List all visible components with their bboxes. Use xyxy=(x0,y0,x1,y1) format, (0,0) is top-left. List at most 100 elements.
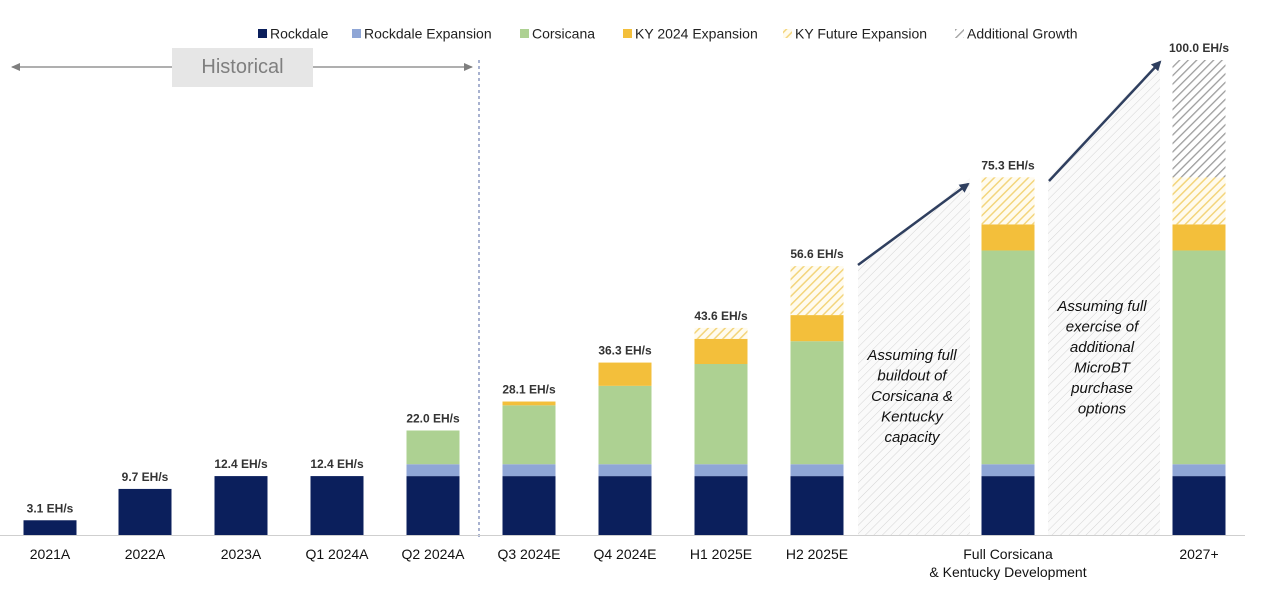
value-label: 43.6 EH/s xyxy=(694,309,748,323)
legend-swatch-rockdale_expansion xyxy=(352,29,361,38)
bar-segment-rockdale_expansion xyxy=(1172,464,1226,477)
value-label: 56.6 EH/s xyxy=(790,247,844,261)
value-labels: 3.1 EH/s 9.7 EH/s 12.4 EH/s 12.4 EH/s 22.0 E… xyxy=(27,41,1230,515)
bar-stack-5 xyxy=(502,401,556,535)
growth-arrow-1 xyxy=(857,182,970,267)
bar-stack-4 xyxy=(406,430,460,535)
bar-segment-corsicana xyxy=(1172,250,1226,465)
bar-segment-rockdale xyxy=(981,476,1035,535)
value-label: 22.0 EH/s xyxy=(406,412,460,426)
bar-segment-ky_future xyxy=(981,177,1035,225)
annotation-text-1: Assuming full xyxy=(866,347,957,364)
bar-segment-rockdale xyxy=(310,476,364,535)
bar-segment-rockdale xyxy=(694,476,748,535)
annotation-text-1: Corsicana & xyxy=(871,388,953,405)
x-axis: 2021A 2022A 2023A Q1 2024A Q2 2024A Q3 2024E Q… xyxy=(0,535,1245,580)
bar-segment-additional xyxy=(1172,60,1226,178)
legend-label-corsicana: Corsicana xyxy=(532,26,595,42)
x-tick-label: 2023A xyxy=(221,546,262,562)
bar-segment-corsicana xyxy=(406,430,460,465)
bar-segment-rockdale xyxy=(598,476,652,535)
legend-label-additional: Additional Growth xyxy=(967,26,1078,42)
legend-label-ky_future: KY Future Expansion xyxy=(795,26,927,42)
x-tick-label: Q1 2024A xyxy=(305,546,369,562)
value-label: 75.3 EH/s xyxy=(981,158,1035,172)
legend-swatch-ky_2024 xyxy=(623,29,632,38)
annotation-text-2: additional xyxy=(1070,339,1135,356)
growth-band-1 xyxy=(858,178,970,535)
legend-swatch-additional xyxy=(955,29,964,38)
value-label: 12.4 EH/s xyxy=(214,457,268,471)
bar-segment-corsicana xyxy=(694,364,748,465)
bar-segment-rockdale_expansion xyxy=(790,464,844,477)
annotation-text-2: exercise of xyxy=(1066,319,1140,336)
historical-label: Historical xyxy=(201,56,283,78)
bar-segment-rockdale xyxy=(406,476,460,535)
annotation-text-2: options xyxy=(1078,401,1127,418)
bar-segment-ky_2024 xyxy=(598,362,652,386)
historical-marker: Historical xyxy=(11,48,480,538)
bar-segment-rockdale xyxy=(1172,476,1226,535)
annotations: Assuming full buildout of Corsicana & Kentu… xyxy=(857,60,1162,446)
x-tick-label: 2027+ xyxy=(1179,546,1218,562)
bar-segment-ky_future xyxy=(790,266,844,316)
legend-swatch-corsicana xyxy=(520,29,529,38)
bar-segment-ky_2024 xyxy=(694,338,748,364)
x-tick-label: Q2 2024A xyxy=(401,546,465,562)
bar-stack-2 xyxy=(214,476,268,535)
value-label: 12.4 EH/s xyxy=(310,457,364,471)
value-label: 100.0 EH/s xyxy=(1169,41,1229,55)
bar-segment-ky_2024 xyxy=(502,401,556,406)
legend: Rockdale Rockdale Expansion Corsicana KY 20… xyxy=(258,26,1078,42)
historical-box xyxy=(172,48,313,87)
annotation-text-1: buildout of xyxy=(877,368,948,385)
bar-stack-7 xyxy=(694,327,748,535)
bar-stack-10 xyxy=(1172,60,1226,535)
annotation-text-2: purchase xyxy=(1070,380,1133,397)
legend-swatch-ky_future xyxy=(783,29,792,38)
bar-segment-corsicana xyxy=(598,385,652,465)
growth-arrow-2 xyxy=(1048,60,1162,182)
bar-stack-6 xyxy=(598,362,652,535)
x-tick-label: Full Corsicana xyxy=(963,546,1053,562)
bar-segment-corsicana xyxy=(981,250,1035,465)
x-tick-label: 2022A xyxy=(125,546,166,562)
bar-segment-rockdale_expansion xyxy=(981,464,1035,477)
annotation-text-2: Assuming full xyxy=(1056,298,1147,315)
value-label: 36.3 EH/s xyxy=(598,344,652,358)
bar-segment-ky_2024 xyxy=(790,315,844,342)
bar-segment-rockdale_expansion xyxy=(502,464,556,477)
legend-label-rockdale: Rockdale xyxy=(270,26,329,42)
bar-segment-rockdale_expansion xyxy=(406,464,460,477)
bar-segment-corsicana xyxy=(502,405,556,465)
x-tick-label: 2021A xyxy=(30,546,71,562)
x-tick-label: Q3 2024E xyxy=(497,546,560,562)
bar-segment-ky_future xyxy=(1172,177,1226,225)
legend-label-rockdale_expansion: Rockdale Expansion xyxy=(364,26,492,42)
legend-label-ky_2024: KY 2024 Expansion xyxy=(635,26,758,42)
bar-segment-rockdale xyxy=(214,476,268,535)
x-tick-label: H2 2025E xyxy=(786,546,848,562)
x-tick-label: H1 2025E xyxy=(690,546,752,562)
bar-segment-ky_future xyxy=(694,327,748,339)
bar-segment-corsicana xyxy=(790,341,844,465)
bars xyxy=(23,60,1226,535)
bar-stack-1 xyxy=(118,488,172,535)
value-label: 3.1 EH/s xyxy=(27,501,74,515)
x-tick-label: Q4 2024E xyxy=(593,546,656,562)
bar-stack-3 xyxy=(310,476,364,535)
bar-segment-ky_2024 xyxy=(1172,224,1226,251)
annotation-text-2: MicroBT xyxy=(1074,360,1132,377)
value-label: 9.7 EH/s xyxy=(122,470,169,484)
bar-stack-8 xyxy=(790,266,844,535)
bar-segment-rockdale_expansion xyxy=(694,464,748,477)
bar-stack-9 xyxy=(981,177,1035,535)
bar-segment-rockdale_expansion xyxy=(598,464,652,477)
growth-band-2 xyxy=(1048,60,1160,535)
bar-segment-rockdale xyxy=(790,476,844,535)
bar-segment-rockdale xyxy=(23,520,77,535)
bar-segment-ky_2024 xyxy=(981,224,1035,251)
bar-stack-0 xyxy=(23,520,77,535)
bar-segment-rockdale xyxy=(118,488,172,535)
